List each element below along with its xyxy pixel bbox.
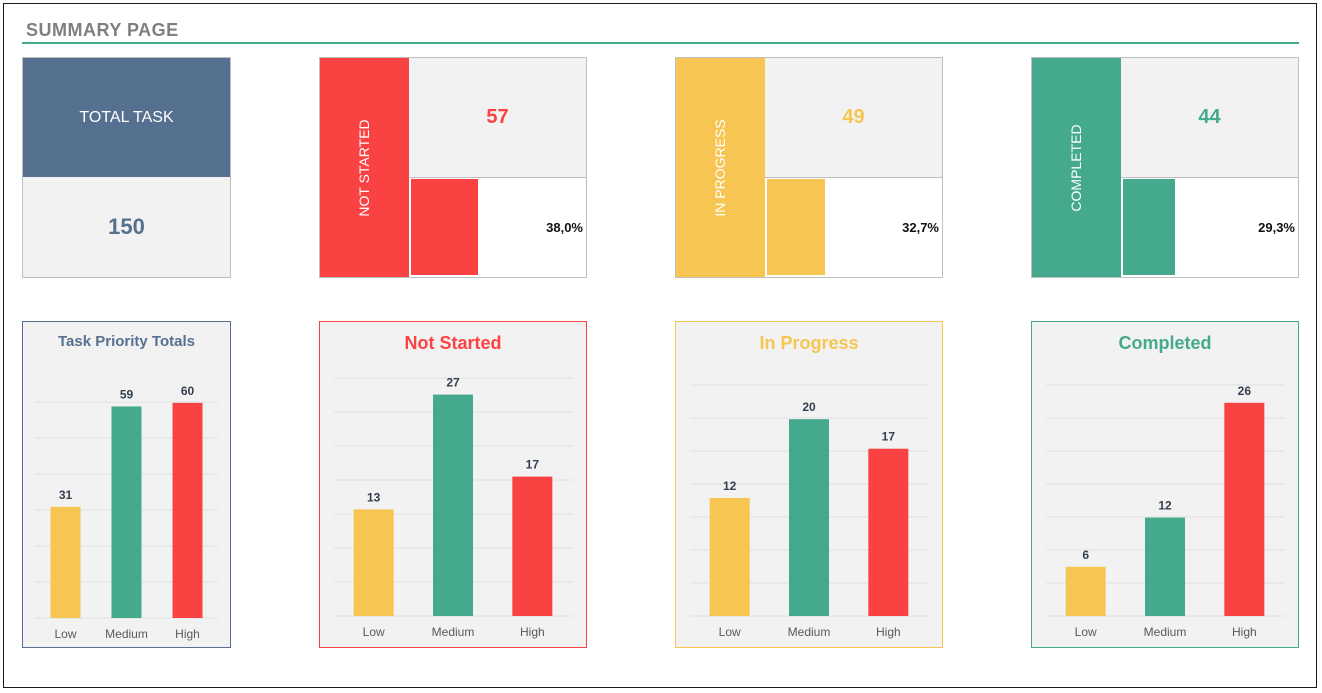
completed-count: 44 xyxy=(1121,58,1298,178)
data-label: 12 xyxy=(723,479,737,493)
tick-label: Medium xyxy=(1144,625,1187,639)
in-progress-count: 49 xyxy=(765,58,942,178)
bar-medium xyxy=(111,406,142,618)
data-label: 31 xyxy=(59,488,73,502)
not-started-progress-fill xyxy=(411,178,478,275)
in-progress-progress-fill xyxy=(767,178,825,275)
in-progress-label: IN PROGRESS xyxy=(712,119,728,217)
completed-card: COMPLETED 44 29,3% xyxy=(1031,57,1299,278)
completed-chart: Completed 6 Low 12 Medium 26 High xyxy=(1031,321,1299,648)
data-label: 26 xyxy=(1238,384,1252,398)
not-started-percent: 38,0% xyxy=(546,220,583,235)
tick-label: Medium xyxy=(105,627,148,641)
completed-percent: 29,3% xyxy=(1258,220,1295,235)
in-progress-percent: 32,7% xyxy=(902,220,939,235)
in-progress-chart-title: In Progress xyxy=(759,333,859,353)
bar-low xyxy=(50,506,81,618)
bar-high xyxy=(172,402,203,618)
tick-label: Medium xyxy=(432,625,475,639)
in-progress-chart: In Progress 12 Low 20 Medium 17 High xyxy=(675,321,943,648)
page-title: SUMMARY PAGE xyxy=(26,20,179,40)
tick-label: High xyxy=(520,625,545,639)
priority-totals-title: Task Priority Totals xyxy=(58,333,195,350)
not-started-plot: 13 Low 27 Medium 17 High xyxy=(334,376,572,639)
not-started-side-panel: NOT STARTED xyxy=(320,58,409,277)
total-task-value: 150 xyxy=(23,177,230,277)
bar-high xyxy=(868,448,909,616)
bar-high xyxy=(1224,402,1265,616)
not-started-chart: Not Started 13 Low 27 Medium 17 High xyxy=(319,321,587,648)
priority-totals-chart: Task Priority Totals 31 Low 59 Medium 60 High xyxy=(22,321,231,648)
data-label: 17 xyxy=(882,430,896,444)
not-started-chart-title: Not Started xyxy=(404,333,502,353)
not-started-count: 57 xyxy=(409,58,586,178)
data-label: 17 xyxy=(526,458,540,472)
total-task-label: TOTAL TASK xyxy=(23,58,230,177)
in-progress-plot: 12 Low 20 Medium 17 High xyxy=(690,384,928,639)
completed-plot: 6 Low 12 Medium 26 High xyxy=(1046,384,1284,639)
in-progress-card: IN PROGRESS 49 32,7% xyxy=(675,57,943,278)
in-progress-progress-track: 32,7% xyxy=(765,178,942,277)
completed-side-panel: COMPLETED xyxy=(1032,58,1121,277)
data-label: 12 xyxy=(1158,499,1172,513)
data-label: 59 xyxy=(120,387,134,401)
data-label: 6 xyxy=(1082,548,1089,562)
completed-progress-fill xyxy=(1123,178,1175,275)
completed-progress-track: 29,3% xyxy=(1121,178,1298,277)
total-task-card: TOTAL TASK 150 xyxy=(22,57,231,278)
tick-label: Medium xyxy=(788,625,831,639)
data-label: 60 xyxy=(181,384,195,398)
bar-high xyxy=(512,476,553,616)
bar-medium xyxy=(433,394,473,616)
bar-low xyxy=(1065,566,1106,616)
priority-totals-plot: 31 Low 59 Medium 60 High xyxy=(35,384,218,641)
bar-medium xyxy=(789,419,829,616)
tick-label: High xyxy=(175,627,200,641)
tick-label: Low xyxy=(719,625,741,639)
tick-label: Low xyxy=(363,625,385,639)
not-started-progress-track: 38,0% xyxy=(409,178,586,277)
not-started-label: NOT STARTED xyxy=(356,119,372,217)
bar-low xyxy=(353,509,394,616)
in-progress-side-panel: IN PROGRESS xyxy=(676,58,765,277)
completed-label: COMPLETED xyxy=(1068,124,1084,212)
not-started-card: NOT STARTED 57 38,0% xyxy=(319,57,587,278)
title-divider xyxy=(22,42,1299,44)
completed-chart-title: Completed xyxy=(1118,333,1212,353)
bar-low xyxy=(709,497,750,616)
tick-label: Low xyxy=(1075,625,1097,639)
tick-label: High xyxy=(876,625,901,639)
bar-medium xyxy=(1145,517,1185,616)
data-label: 13 xyxy=(367,490,381,504)
data-label: 27 xyxy=(446,376,460,390)
tick-label: Low xyxy=(54,627,76,641)
tick-label: High xyxy=(1232,625,1257,639)
data-label: 20 xyxy=(802,400,816,414)
